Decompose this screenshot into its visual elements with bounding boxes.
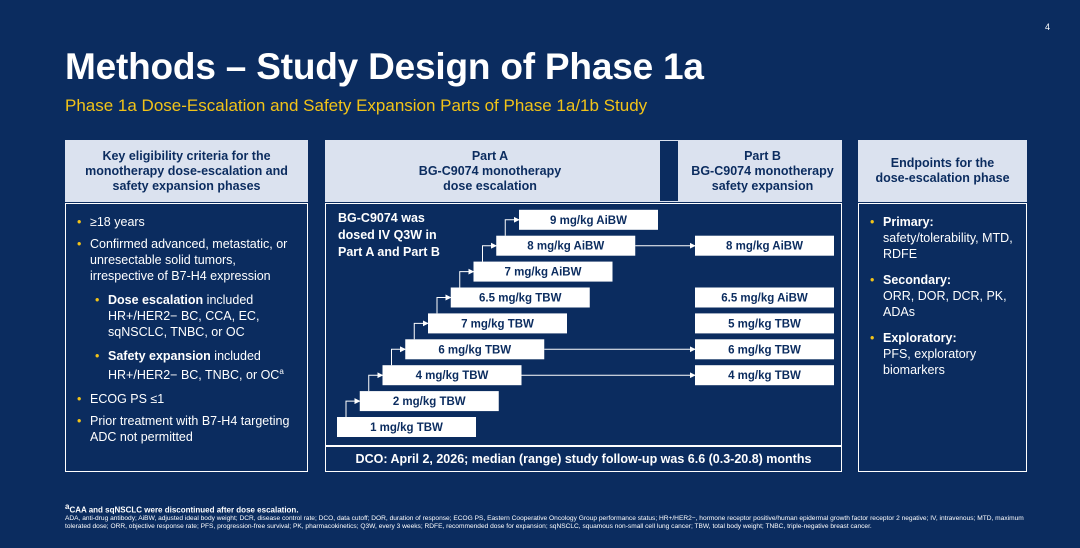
- dose-label: 4 mg/kg TBW: [416, 370, 489, 382]
- dose-box: [496, 235, 636, 256]
- divider-block: [660, 141, 678, 201]
- bullet: Secondary: ORR, DOR, DCR, PK, ADAs: [865, 272, 1018, 320]
- step-arrow: [504, 216, 520, 236]
- dose-box: [473, 261, 613, 282]
- header-line: Part B: [744, 148, 781, 163]
- dose-box: [519, 209, 658, 230]
- step-arrow: [345, 398, 361, 417]
- step-arrow: [391, 346, 406, 366]
- endpoint-label: Secondary:: [883, 273, 952, 287]
- subtitle: Phase 1a Dose-Escalation and Safety Expa…: [65, 96, 648, 115]
- dosing-note: BG-C9074 was: [338, 211, 425, 225]
- header-line: Endpoints for the: [890, 156, 995, 170]
- dose-box: [695, 287, 834, 308]
- bullet-text: Confirmed advanced, metastatic, or unres…: [90, 237, 288, 283]
- header-line: BG-C9074 monotherapy: [418, 163, 562, 178]
- bullet: ECOG PS ≤1: [72, 391, 299, 407]
- part-a-header: Part A BG-C9074 monotherapy dose escalat…: [325, 140, 655, 202]
- endpoint-label: Exploratory:: [883, 331, 957, 345]
- dose-box: [695, 339, 834, 360]
- header-line: monotherapy dose-escalation and: [85, 163, 288, 178]
- dose-diagram: BG-C9074 was dosed IV Q3W in Part A and …: [337, 209, 834, 437]
- dco-note: DCO: April 2, 2026; median (range) study…: [355, 452, 812, 466]
- bullet: Prior treatment with B7-H4 targeting ADC…: [72, 413, 299, 445]
- header-line: dose escalation: [443, 178, 537, 193]
- sub-bullet: Dose escalation included HR+/HER2− BC, C…: [90, 292, 299, 340]
- header-line: Key eligibility criteria for the: [102, 148, 271, 163]
- dose-label: 9 mg/kg AiBW: [550, 215, 627, 227]
- step-arrow: [368, 372, 384, 392]
- dose-label: 4 mg/kg TBW: [728, 370, 801, 382]
- bullet: Exploratory: PFS, exploratory biomarkers: [865, 330, 1018, 378]
- dose-box: [695, 235, 834, 256]
- bullet: ≥18 years: [72, 214, 299, 230]
- dose-box: [359, 391, 499, 412]
- endpoints-header: Endpoints for the dose-escalation phase: [858, 140, 1027, 202]
- footnote-text: CAA and sqNSCLC were discontinued after …: [69, 505, 299, 515]
- header-line: safety expansion phases: [112, 178, 261, 193]
- dose-label: 6.5 mg/kg TBW: [479, 293, 562, 305]
- dose-label: 8 mg/kg AiBW: [527, 241, 604, 253]
- sub-bullet: Safety expansion included HR+/HER2− BC, …: [90, 348, 299, 383]
- endpoint-text: ORR, DOR, DCR, PK, ADAs: [883, 289, 1007, 319]
- dose-label: 8 mg/kg AiBW: [726, 241, 803, 253]
- eligibility-list: ≥18 years Confirmed advanced, metastatic…: [72, 214, 299, 445]
- part-b-header: Part B BG-C9074 monotherapy safety expan…: [683, 140, 842, 202]
- dose-label: 6 mg/kg TBW: [438, 344, 511, 356]
- dose-box: [428, 313, 567, 334]
- bullet: Confirmed advanced, metastatic, or unres…: [72, 236, 299, 383]
- step-arrow: [436, 294, 452, 314]
- page-number: 4: [1044, 22, 1050, 32]
- dosing-note: dosed IV Q3W in: [338, 228, 437, 242]
- sub-text: included HR+/HER2− BC, CCA, EC, sqNSCLC,…: [108, 293, 260, 339]
- dosing-note: Part A and Part B: [338, 245, 440, 259]
- endpoint-label: Primary:: [883, 215, 934, 229]
- dose-label: 7 mg/kg AiBW: [505, 267, 582, 279]
- dose-label: 2 mg/kg TBW: [393, 396, 466, 408]
- dose-box: [695, 313, 834, 334]
- footnote: aCAA and sqNSCLC were discontinued after…: [65, 502, 1025, 515]
- endpoint-text: safety/tolerability, MTD, RDFE: [883, 231, 1013, 261]
- header-line: dose-escalation phase: [875, 171, 1010, 185]
- design-body: [325, 203, 842, 472]
- dose-box: [450, 287, 590, 308]
- dose-box: [337, 417, 476, 437]
- bold-lead: Safety expansion: [108, 349, 211, 363]
- abbreviations: ADA, anti-drug antibody; AiBW, adjusted …: [65, 514, 1024, 531]
- dose-label: 6.5 mg/kg AiBW: [721, 293, 808, 305]
- title: Methods – Study Design of Phase 1a: [65, 46, 704, 87]
- dose-box: [695, 365, 834, 386]
- eligibility-header: Key eligibility criteria for the monothe…: [65, 140, 308, 202]
- header-line: Part A: [471, 148, 509, 163]
- step-arrow: [482, 242, 497, 262]
- dose-label: 6 mg/kg TBW: [728, 344, 801, 356]
- endpoint-text: PFS, exploratory biomarkers: [883, 347, 977, 377]
- sub-list: Dose escalation included HR+/HER2− BC, C…: [90, 292, 299, 383]
- divider-line: [326, 445, 841, 447]
- bold-lead: Dose escalation: [108, 293, 204, 307]
- eligibility-body: ≥18 years Confirmed advanced, metastatic…: [65, 203, 308, 472]
- step-arrow: [459, 268, 475, 288]
- dose-label: 5 mg/kg TBW: [728, 318, 801, 330]
- footnotes: aCAA and sqNSCLC were discontinued after…: [65, 502, 1025, 532]
- dose-label: 1 mg/kg TBW: [370, 422, 443, 434]
- dose-label: 7 mg/kg TBW: [461, 318, 534, 330]
- bullet: Primary: safety/tolerability, MTD, RDFE: [865, 214, 1018, 262]
- endpoints-body: Primary: safety/tolerability, MTD, RDFE S…: [858, 203, 1027, 472]
- endpoints-list: Primary: safety/tolerability, MTD, RDFE S…: [865, 214, 1018, 378]
- dose-box: [405, 339, 545, 360]
- header-line: safety expansion: [711, 178, 814, 193]
- header-gap: [655, 140, 683, 202]
- footnote-marker: a: [279, 367, 284, 376]
- dose-box: [382, 365, 522, 386]
- sub-text: included HR+/HER2− BC, TNBC, or OC: [108, 349, 280, 383]
- footnote-marker: a: [65, 502, 70, 511]
- step-arrow: [413, 320, 429, 340]
- header-line: BG-C9074 monotherapy: [691, 163, 834, 178]
